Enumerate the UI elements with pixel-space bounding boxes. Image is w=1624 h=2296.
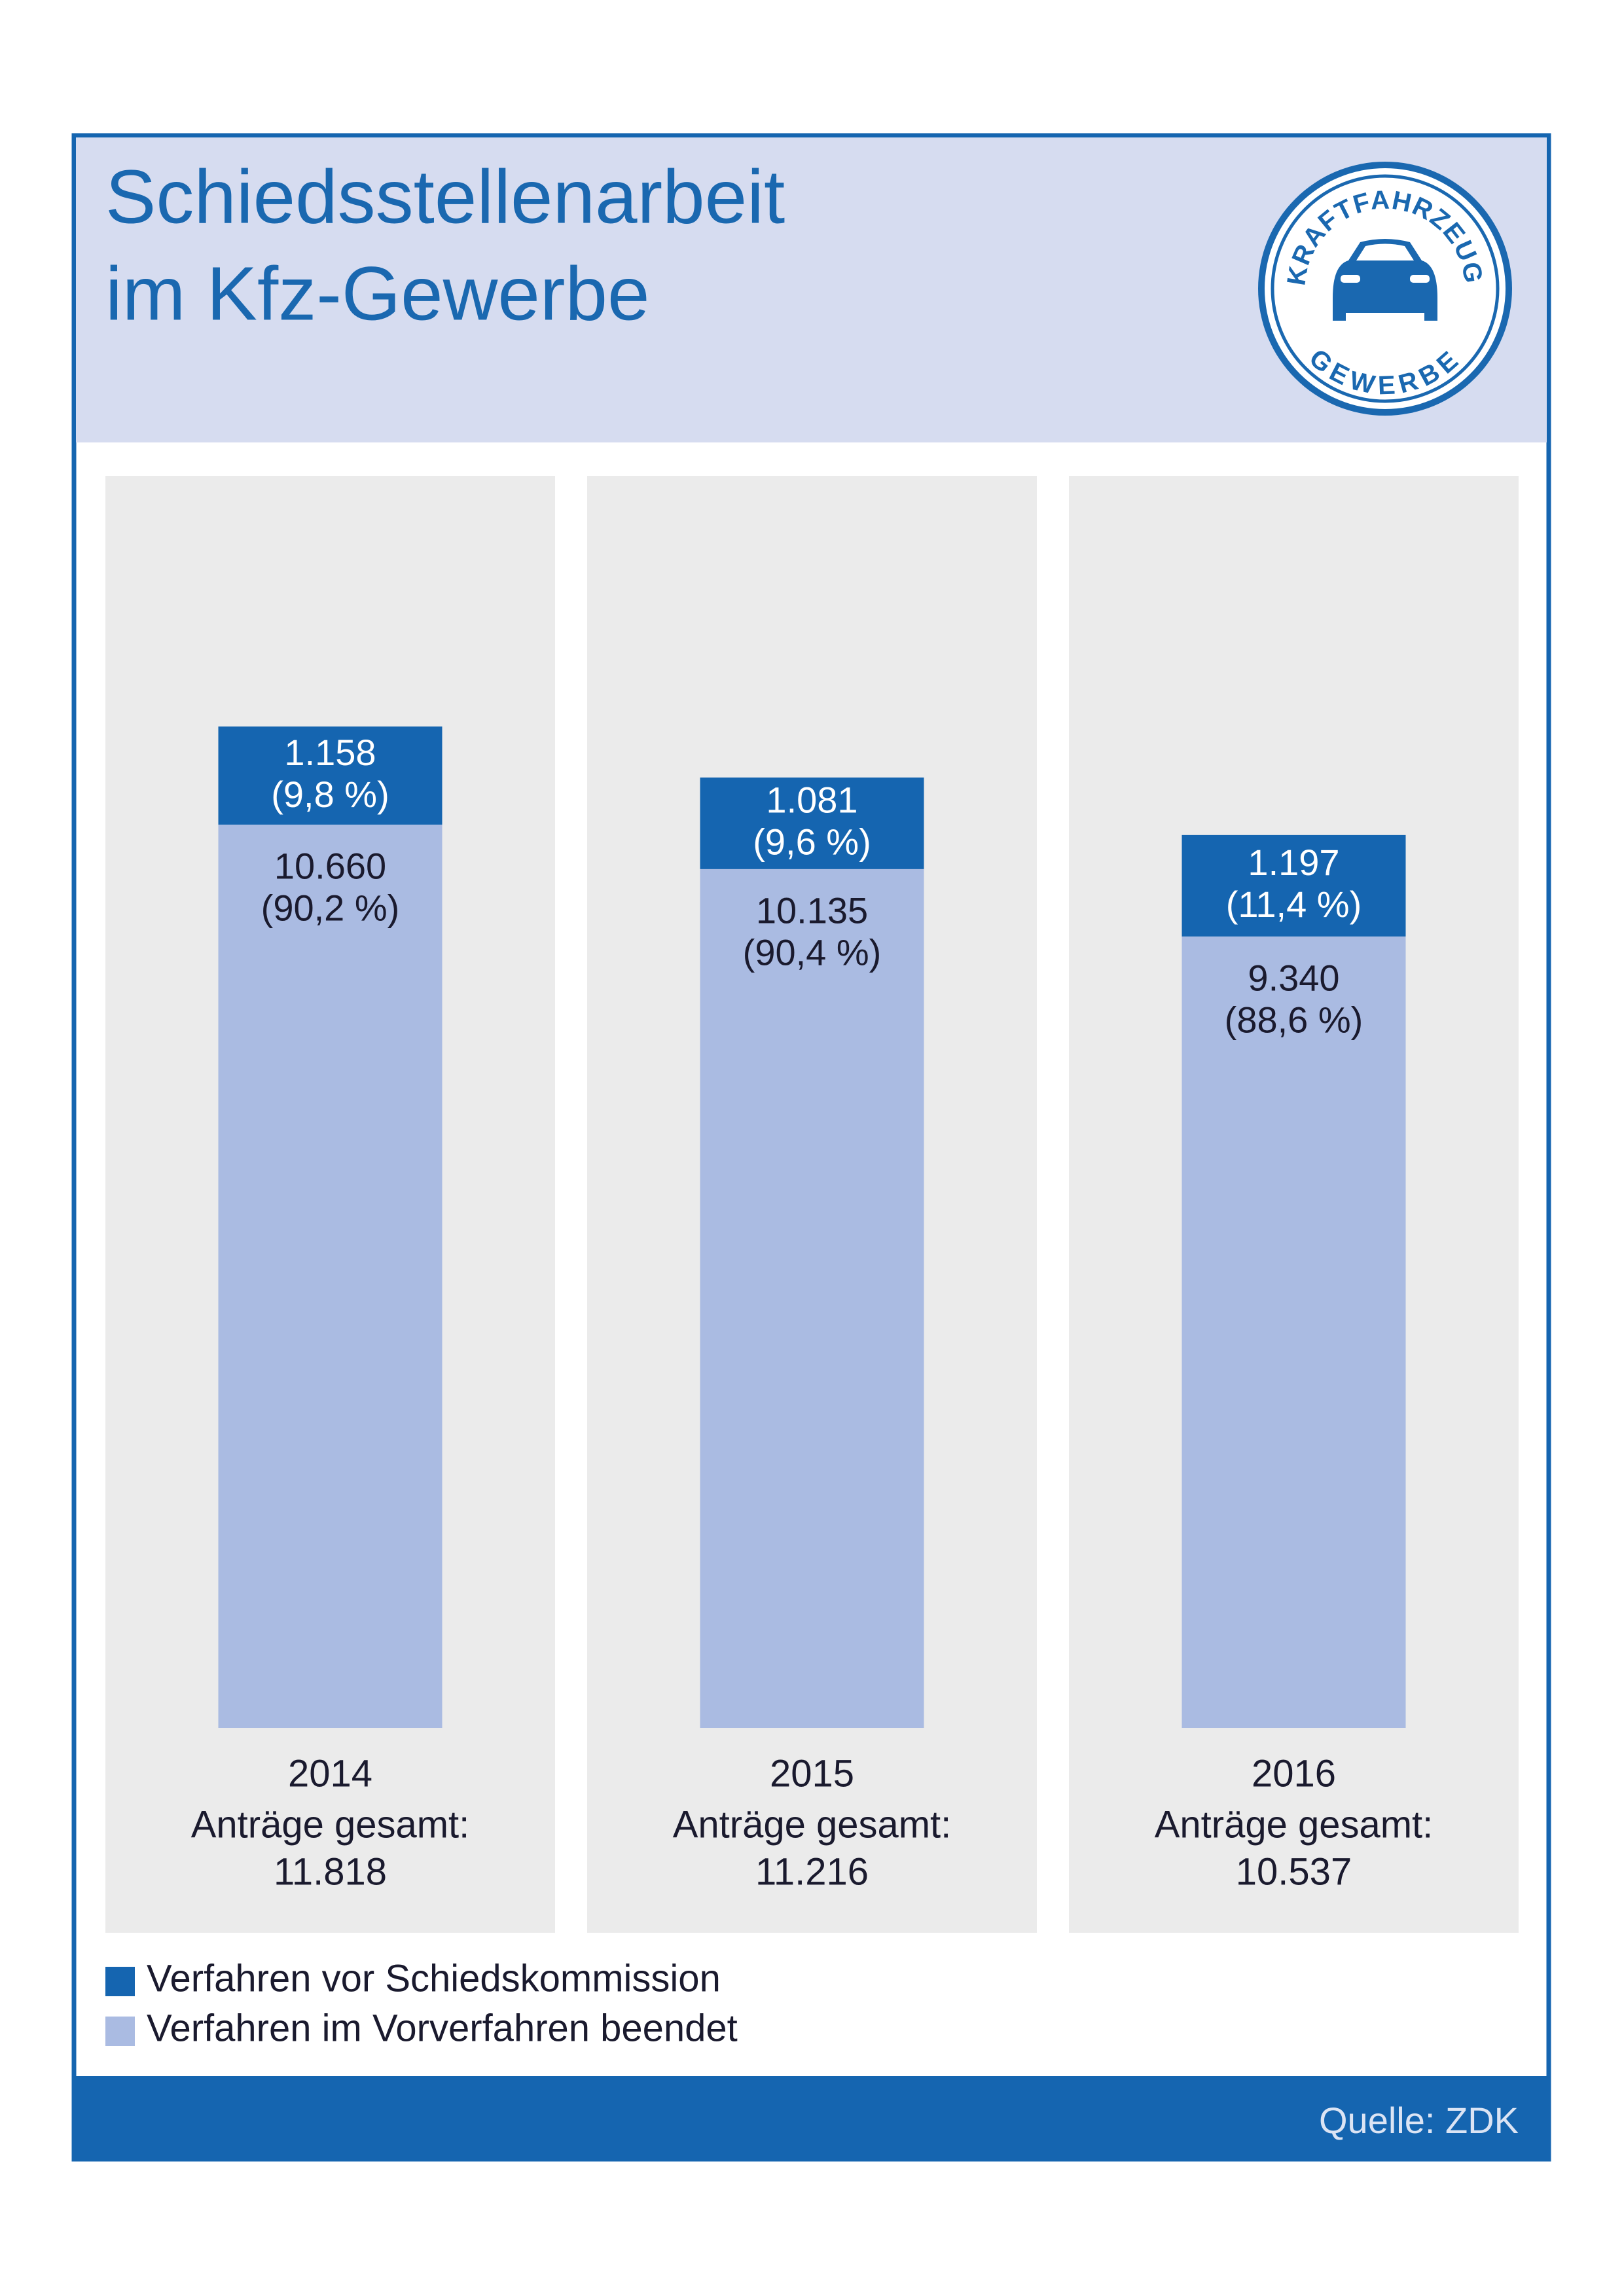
bar-segment [700, 777, 924, 869]
x-tick-label: 2016 [1252, 1752, 1336, 1795]
value-label: 10.660 [274, 846, 386, 887]
logo-car [1356, 243, 1414, 260]
value-label: 1.081 [766, 780, 857, 821]
x-tick-label: 2014 [288, 1752, 372, 1795]
share-label: (90,4 %) [743, 932, 882, 973]
total-label: 10.537 [1236, 1850, 1352, 1893]
total-caption: Anträge gesamt: [191, 1803, 470, 1846]
share-label: (9,8 %) [271, 774, 389, 815]
bar-segment [218, 824, 442, 1728]
source: Quelle: ZDK [1319, 2100, 1519, 2141]
legend-swatch [105, 1967, 135, 1996]
total-label: 11.818 [274, 1850, 387, 1893]
chart-title: im Kfz-Gewerbe [105, 251, 650, 336]
share-label: (88,6 %) [1225, 999, 1363, 1041]
logo: KRAFTFAHRZEUG GEWERBE [1258, 162, 1512, 416]
value-label: 10.135 [756, 890, 868, 931]
value-label: 9.340 [1248, 958, 1339, 999]
legend-swatch [105, 2017, 135, 2046]
bar-segment [1182, 936, 1406, 1728]
share-label: (9,6 %) [753, 821, 871, 863]
legend-label: Verfahren im Vorverfahren beendet [147, 2007, 738, 2049]
x-tick-label: 2015 [770, 1752, 854, 1795]
bar-segment [1182, 834, 1406, 937]
value-label: 1.197 [1248, 842, 1339, 883]
chart-title: Schiedsstellenarbeit [105, 154, 785, 240]
share-label: (90,2 %) [261, 888, 400, 929]
share-label: (11,4 %) [1226, 884, 1362, 925]
bar-segment [700, 869, 924, 1728]
footer-band [76, 2076, 1547, 2159]
value-label: 1.158 [284, 732, 376, 773]
legend-label: Verfahren vor Schiedskommission [147, 1957, 721, 2000]
logo-ring [1271, 174, 1500, 403]
bar-segment [218, 726, 442, 825]
logo-car [1341, 275, 1360, 283]
total-label: 11.216 [755, 1850, 869, 1893]
logo-car [1410, 275, 1430, 283]
total-caption: Anträge gesamt: [673, 1803, 952, 1846]
total-caption: Anträge gesamt: [1155, 1803, 1434, 1846]
